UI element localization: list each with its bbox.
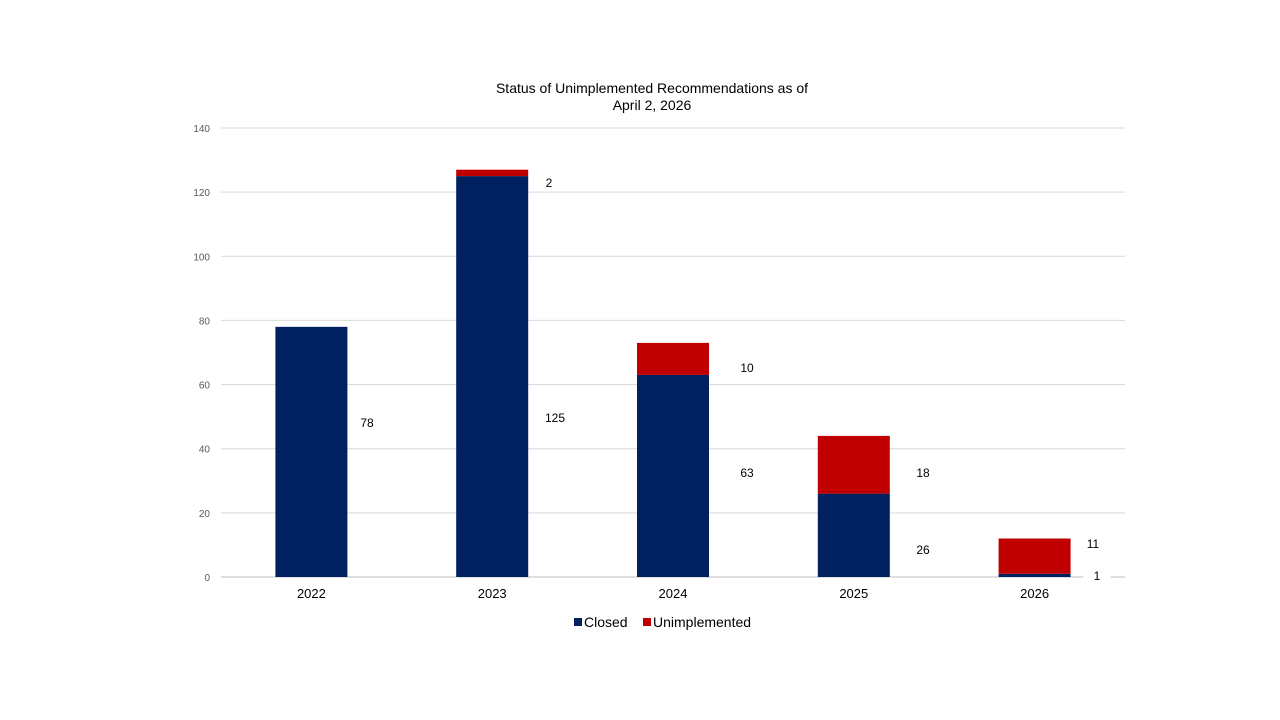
bar-unimplemented-2024 (637, 342, 709, 375)
y-tick-label: 60 (199, 381, 211, 392)
legend-swatch-closed (574, 618, 582, 626)
data-label-background (730, 361, 764, 375)
data-label: 63 (740, 466, 754, 480)
data-label: 18 (916, 466, 930, 480)
data-label-background (350, 416, 384, 430)
y-tick-label: 40 (199, 445, 211, 456)
x-tick-label: 2025 (839, 586, 868, 601)
bar-closed-2025 (817, 493, 890, 577)
data-label: 26 (916, 543, 930, 557)
legend-label-closed: Closed (584, 614, 628, 630)
bar-closed-2024 (637, 374, 709, 577)
y-tick-label: 100 (193, 252, 210, 263)
data-label: 78 (360, 416, 374, 430)
legend-label-unimplemented: Unimplemented (653, 614, 751, 630)
data-label: 11 (1087, 537, 1100, 551)
data-label: 10 (740, 361, 754, 375)
data-label-background (730, 466, 764, 480)
x-tick-label: 2022 (297, 586, 326, 601)
bar-closed-2023 (456, 176, 529, 577)
y-tick-label: 20 (199, 509, 211, 520)
data-label-background (1076, 537, 1110, 551)
x-tick-label: 2024 (659, 586, 688, 601)
data-label-background (1083, 569, 1111, 583)
y-tick-label: 140 (193, 124, 210, 135)
bar-closed-2022 (275, 326, 348, 577)
y-tick-label: 80 (199, 316, 211, 327)
data-label: 2 (546, 176, 553, 190)
legend-swatch-unimplemented (643, 618, 651, 626)
data-label: 1 (1094, 569, 1101, 583)
bar-unimplemented-2026 (998, 538, 1071, 574)
chart-title-line-1: Status of Unimplemented Recommendations … (496, 80, 808, 96)
data-label: 125 (545, 411, 565, 425)
y-tick-label: 0 (204, 573, 210, 584)
data-label-background (534, 411, 576, 425)
x-tick-label: 2023 (478, 586, 507, 601)
data-label-background (906, 466, 940, 480)
data-label-background (535, 176, 563, 190)
y-tick-label: 120 (193, 188, 210, 199)
chart-title-line-2: April 2, 2026 (613, 97, 692, 113)
data-label-background (906, 543, 940, 557)
x-tick-label: 2026 (1020, 586, 1049, 601)
bar-unimplemented-2023 (456, 169, 529, 177)
bar-unimplemented-2025 (817, 435, 890, 494)
bar-closed-2026 (998, 573, 1071, 577)
